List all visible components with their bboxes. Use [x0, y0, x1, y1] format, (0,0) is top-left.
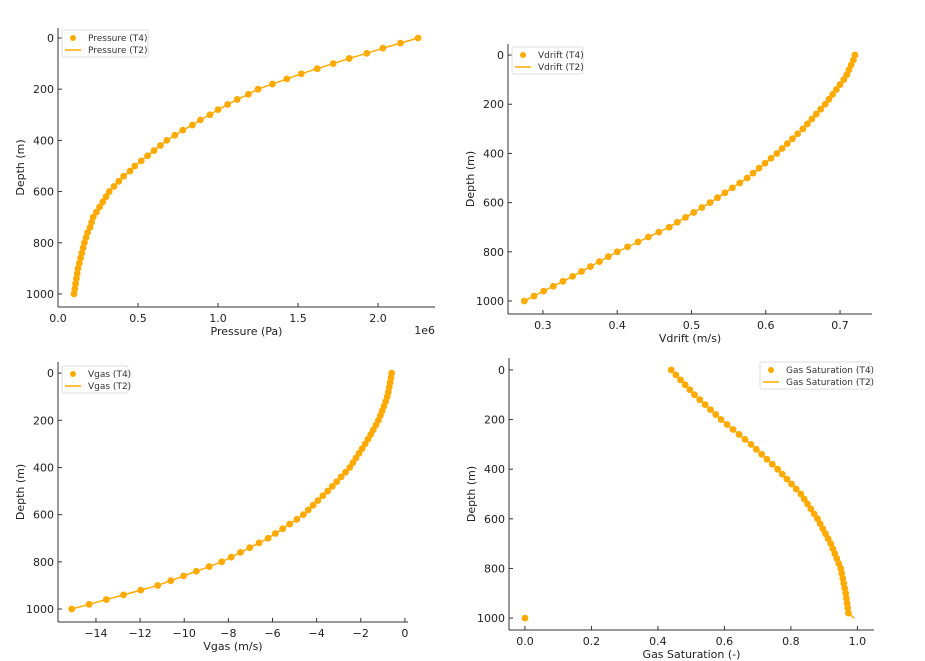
y-tick-label: 400	[33, 461, 54, 474]
legend-entry: Vdrift (T2)	[538, 63, 584, 73]
legend-entry: Gas Saturation (T2)	[786, 378, 874, 388]
y-axis-label: Depth (m)	[465, 466, 478, 522]
series-markers	[520, 51, 859, 305]
x-tick-label: −4	[309, 627, 325, 640]
y-tick-label: 600	[484, 513, 505, 526]
legend: Gas Saturation (T4) Gas Saturation (T2)	[759, 361, 874, 390]
y-tick-label: 0	[498, 364, 505, 377]
x-tick-label: 1.5	[289, 312, 307, 325]
legend-marker-swatch	[520, 52, 526, 58]
y-tick-label: 0	[497, 49, 504, 62]
series-line	[670, 369, 855, 619]
x-tick-label: −8	[220, 627, 236, 640]
legend-marker-swatch	[70, 371, 76, 377]
x-tick-label: 0.2	[583, 635, 601, 648]
legend: Pressure (T4) Pressure (T2)	[61, 29, 149, 58]
x-offset-label: 1e6	[414, 324, 435, 337]
y-tick-label: 1000	[26, 603, 54, 616]
subplot-2: 0.3 0.4 0.5 0.6 0.7 0 200 400 600 800 1000 Vdrift (…	[464, 44, 872, 345]
x-axis-label: Vdrift (m/s)	[659, 332, 721, 345]
series-line	[71, 372, 393, 610]
x-tick-label: 2.0	[369, 312, 387, 325]
x-tick-label: −12	[128, 627, 151, 640]
legend-entry: Vgas (T4)	[88, 370, 131, 380]
x-tick-label: 0.5	[129, 312, 147, 325]
legend-marker-swatch	[768, 367, 774, 373]
y-tick-label: 1000	[476, 295, 504, 308]
x-tick-label: 0.0	[49, 312, 67, 325]
y-tick-label: 800	[33, 237, 54, 250]
legend-frame	[61, 29, 149, 58]
y-tick-label: 800	[484, 562, 505, 575]
y-tick-label: 200	[33, 83, 54, 96]
y-tick-label: 1000	[26, 288, 54, 301]
x-tick-label: −6	[264, 627, 280, 640]
y-axis-label: Depth (m)	[14, 464, 27, 520]
legend-entry: Vgas (T2)	[88, 382, 131, 392]
y-tick-label: 600	[483, 197, 504, 210]
legend-entry: Vdrift (T4)	[538, 51, 584, 61]
legend-marker-swatch	[70, 35, 76, 41]
y-tick-label: 0	[47, 32, 54, 45]
x-tick-label: 1.0	[849, 635, 867, 648]
y-tick-label: 400	[483, 147, 504, 160]
subplot-3: −14 −12 −10 −8 −6 −4 −2 0 0 200 400 600 800 1000 Vgas …	[14, 362, 408, 653]
legend-entry: Pressure (T4)	[88, 34, 148, 44]
data-point	[520, 297, 528, 305]
series-markers	[70, 34, 422, 298]
y-tick-label: 400	[33, 134, 54, 147]
y-tick-label: 200	[484, 414, 505, 427]
data-point	[521, 614, 529, 622]
y-axis-label: Depth (m)	[464, 151, 477, 207]
x-axis-label: Vgas (m/s)	[203, 640, 262, 653]
y-tick-label: 200	[33, 414, 54, 427]
legend: Vdrift (T4) Vdrift (T2)	[511, 46, 584, 75]
x-tick-label: 0.0	[516, 635, 534, 648]
series-markers	[521, 366, 852, 622]
series-markers	[68, 369, 396, 613]
x-tick-label: −2	[353, 627, 369, 640]
y-tick-label: 600	[33, 509, 54, 522]
y-tick-label: 0	[47, 367, 54, 380]
y-tick-label: 200	[483, 98, 504, 111]
y-axis-label: Depth (m)	[14, 139, 27, 195]
y-tick-label: 1000	[477, 612, 505, 625]
subplot-1: 0.0 0.5 1.0 1.5 2.0 0 200 400 600 800 1000 Pressure…	[14, 28, 435, 338]
x-tick-label: 0.5	[683, 319, 701, 332]
data-point	[414, 34, 422, 42]
x-tick-label: −14	[84, 627, 107, 640]
x-tick-label: 0	[401, 627, 408, 640]
x-tick-label: 1.0	[209, 312, 227, 325]
subplot-4: 0.0 0.2 0.4 0.6 0.8 1.0 0 200 400 600 800 1000 Gas S…	[465, 358, 874, 661]
x-tick-label: 0.4	[649, 635, 667, 648]
legend-entry: Pressure (T2)	[88, 46, 148, 56]
legend: Vgas (T4) Vgas (T2)	[61, 365, 131, 394]
x-tick-label: 0.6	[757, 319, 775, 332]
x-axis-label: Pressure (Pa)	[211, 325, 283, 338]
x-tick-label: 0.4	[608, 319, 626, 332]
y-tick-label: 800	[33, 556, 54, 569]
series-line	[73, 37, 419, 295]
y-tick-label: 600	[33, 186, 54, 199]
legend-entry: Gas Saturation (T4)	[786, 366, 874, 376]
y-tick-label: 400	[484, 463, 505, 476]
y-tick-label: 800	[483, 246, 504, 259]
x-tick-label: 0.7	[831, 319, 849, 332]
x-tick-label: 0.3	[534, 319, 552, 332]
x-tick-label: 0.6	[716, 635, 734, 648]
x-tick-label: 0.8	[782, 635, 800, 648]
legend-frame	[759, 361, 871, 390]
x-axis-label: Gas Saturation (-)	[643, 648, 741, 661]
series-line	[524, 54, 856, 302]
x-tick-label: −10	[173, 627, 196, 640]
